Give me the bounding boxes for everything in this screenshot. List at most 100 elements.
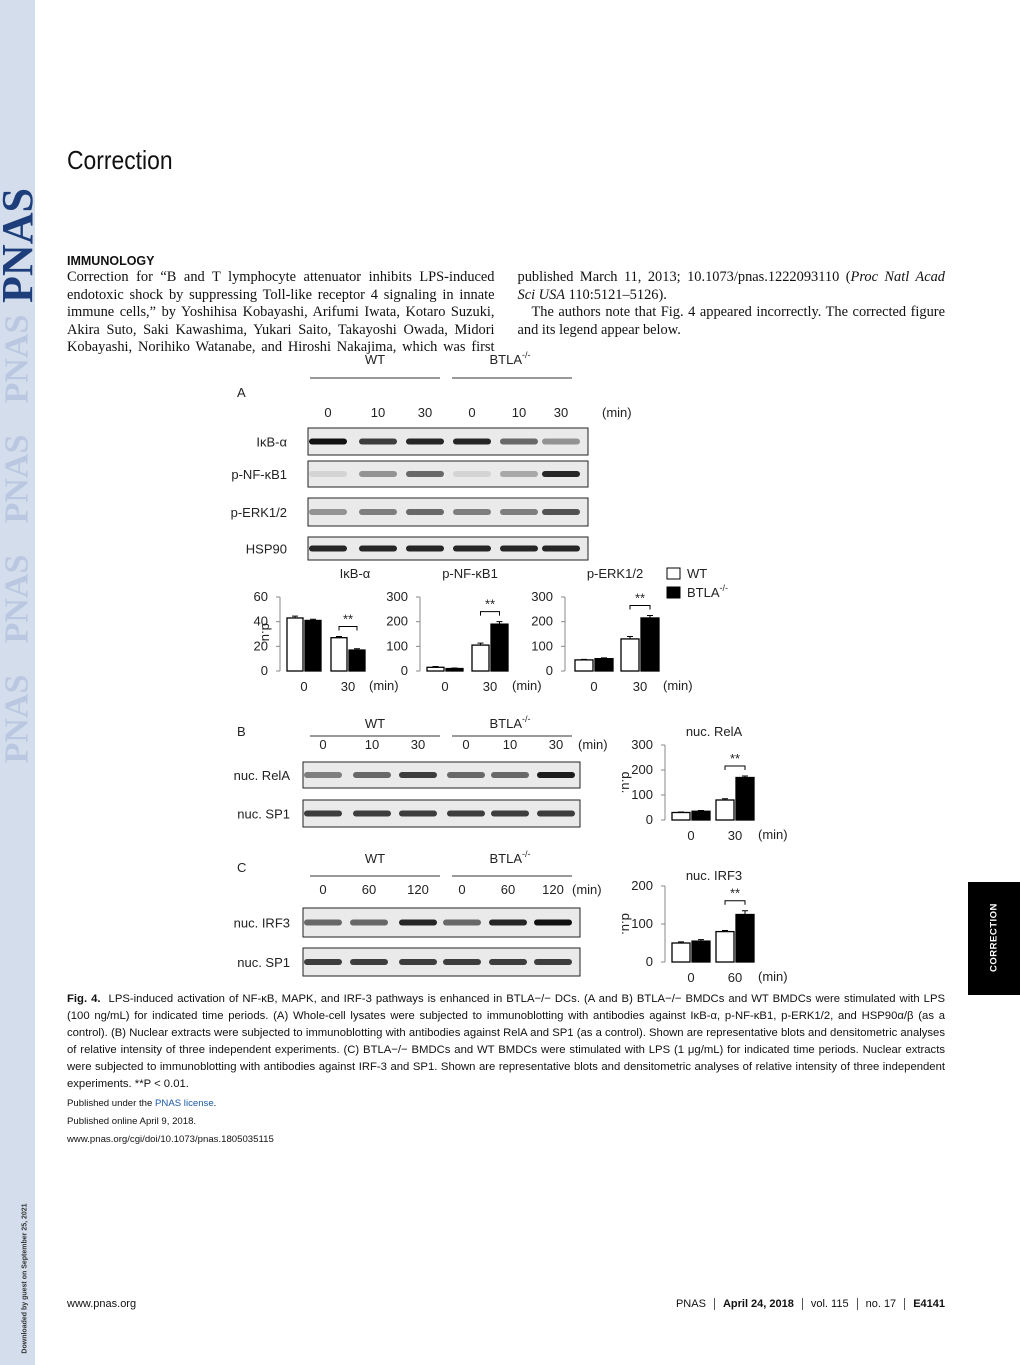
error-bar (292, 615, 298, 618)
lane-unit: (min) (602, 405, 632, 420)
band (542, 471, 580, 477)
bar (671, 942, 691, 963)
error-bar (496, 621, 503, 625)
paragraph: Correction for “B and T lymphocyte atten… (67, 269, 945, 359)
lane-label: 0 (462, 737, 469, 752)
group-sup: -/- (522, 849, 531, 859)
band (534, 919, 572, 926)
journal: PNAS (675, 1298, 706, 1310)
band (534, 959, 572, 965)
y-tick-label: 200 (531, 614, 553, 629)
tab-label: CORRECTION (988, 903, 1000, 972)
band (453, 438, 491, 445)
issue: no. 17 (865, 1298, 897, 1310)
bar (691, 940, 711, 963)
group-name: WT (365, 716, 385, 731)
band (309, 438, 347, 445)
lane-unit: (min) (572, 882, 602, 897)
error-bar (432, 666, 439, 668)
y-tick-label: 0 (401, 663, 408, 678)
lane-label: 120 (407, 882, 429, 897)
band (304, 959, 342, 965)
caption-label: Fig. 4. (67, 993, 101, 1005)
legend-swatch (666, 586, 681, 599)
y-axis-label: d.u. (619, 772, 634, 794)
group-name: WT (365, 851, 385, 866)
band (453, 509, 491, 515)
y-axis-label: d.u. (259, 623, 274, 645)
legend-sup: -/- (720, 583, 729, 593)
y-tick-label: 100 (631, 787, 653, 802)
x-tick-label: 30 (728, 828, 742, 843)
blot (307, 427, 589, 456)
y-tick-label: 0 (546, 663, 553, 678)
x-axis-label: (min) (758, 827, 788, 842)
online-date: Published online April 9, 2018. (67, 1116, 197, 1127)
y-tick-label: 0 (646, 812, 653, 827)
group-name: BTLA (489, 352, 522, 367)
section-tab: CORRECTION (968, 882, 1020, 995)
x-tick-label: 0 (300, 679, 307, 694)
y-tick-label: 20 (254, 638, 268, 653)
x-tick-label: 30 (341, 679, 355, 694)
panel-label: C (237, 860, 246, 875)
bar (304, 619, 322, 672)
band (447, 772, 485, 778)
band (406, 438, 444, 445)
band (399, 919, 437, 926)
significance-bracket (338, 625, 358, 631)
error-bar (336, 635, 342, 638)
group-name: BTLA (489, 716, 522, 731)
band (309, 545, 347, 552)
significance-bracket (480, 611, 500, 616)
y-tick-label: 300 (531, 589, 553, 604)
group-sup: -/- (522, 714, 531, 724)
bar (574, 659, 594, 672)
lane-unit: (min) (578, 737, 608, 752)
doi: www.pnas.org/cgi/doi/10.1073/pnas.180503… (67, 1134, 274, 1145)
y-tick-label: 300 (386, 589, 408, 604)
error-bar (601, 657, 607, 659)
text: Correction for “B and T lymphocyte atten… (67, 269, 851, 356)
group-name: BTLA (489, 851, 522, 866)
blot-label: p-ERK1/2 (231, 505, 287, 520)
significance-label: ** (635, 591, 645, 606)
band (309, 471, 347, 477)
x-axis-label: (min) (663, 678, 693, 693)
text: 110:5121–5126). (565, 286, 667, 303)
blot-label: nuc. IRF3 (234, 916, 290, 931)
x-tick-label: 30 (483, 679, 497, 694)
band (489, 919, 527, 926)
error-bar (477, 642, 484, 646)
band (491, 810, 529, 817)
license-link[interactable]: PNAS license (155, 1098, 214, 1109)
band (406, 509, 444, 515)
page-number: E4141 (913, 1298, 945, 1310)
blot (307, 497, 589, 527)
band (353, 810, 391, 817)
lane-label: 10 (512, 405, 526, 420)
footer-info: PNAS April 24, 2018 vol. 115 no. 17 E4141 (676, 1298, 945, 1310)
x-tick-label: 60 (728, 970, 742, 985)
blot (302, 947, 581, 977)
band (489, 959, 527, 965)
figure: AWT BTLA-/-0 10 30 0 10 30 (min)IκB-αp-NF-κB1p-… (231, 350, 788, 985)
bar (691, 810, 711, 821)
lane-label: 0 (319, 737, 326, 752)
band (359, 545, 397, 552)
band (353, 772, 391, 778)
band (447, 810, 485, 817)
blot-label: p-NF-κB1 (231, 467, 287, 482)
body-text: Correction for “B and T lymphocyte atten… (67, 269, 945, 359)
caption: Fig. 4. LPS-induced activation of NF-κB, … (67, 991, 945, 1093)
band (542, 509, 580, 515)
significance-label: ** (343, 611, 353, 626)
error-bar (698, 939, 704, 942)
error-bar (647, 615, 653, 618)
band (350, 919, 388, 926)
paragraph: The authors note that Fig. 4 appeared in… (517, 304, 946, 338)
bar (490, 623, 509, 672)
band (350, 959, 388, 965)
blot (307, 536, 589, 561)
